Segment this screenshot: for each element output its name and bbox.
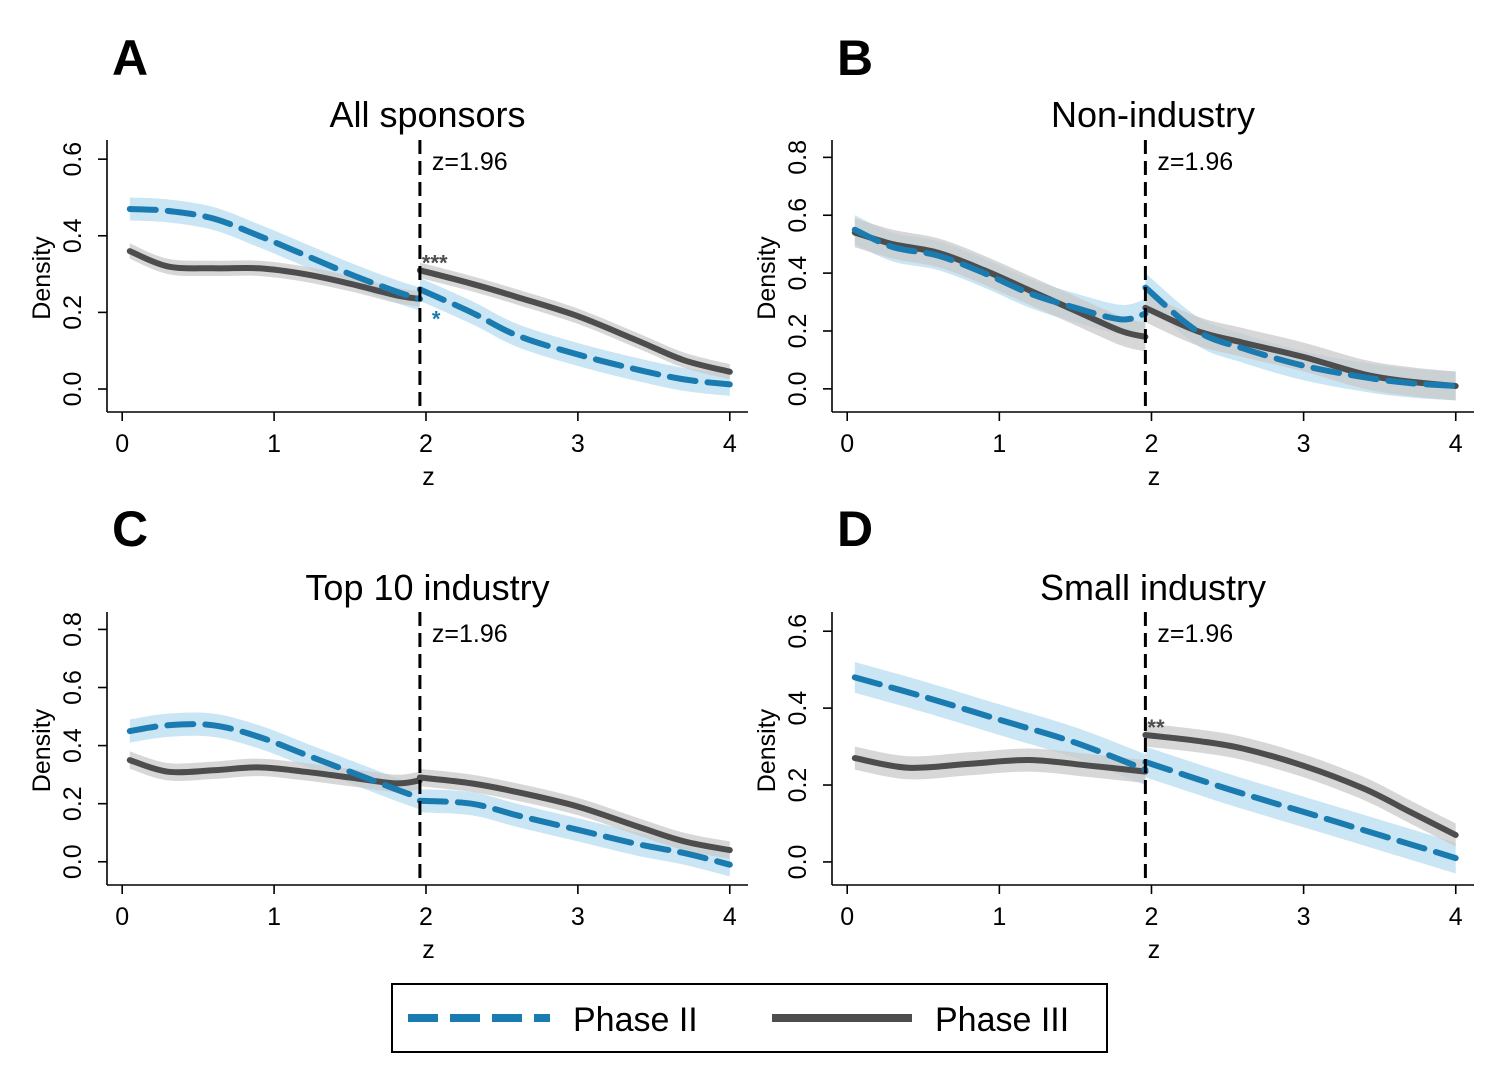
x-axis-label: z — [1148, 463, 1161, 491]
y-tick-label: 0.2 — [59, 786, 87, 821]
panel-title: Non-industry — [1051, 94, 1255, 135]
x-axis-label: z — [1148, 936, 1161, 964]
x-tick-label: 0 — [840, 430, 854, 458]
x-axis-label: z — [422, 936, 435, 964]
x-tick-label: 2 — [419, 430, 433, 458]
x-tick-label: 3 — [1297, 430, 1311, 458]
phase3-band-right — [1145, 293, 1456, 401]
phase2-line-right — [1142, 284, 1459, 389]
y-tick-label: 0.8 — [784, 140, 812, 175]
phase3-band-right — [419, 768, 730, 859]
cutoff-label: z=1.96 — [432, 148, 508, 176]
y-axis-label: Density — [753, 236, 781, 320]
y-tick-label: 0.2 — [59, 295, 87, 330]
phase2-line-right — [416, 797, 733, 868]
significance-stars: ** — [1147, 715, 1165, 740]
x-tick-label: 0 — [115, 430, 129, 458]
panel-title: Small industry — [1040, 567, 1266, 608]
panel-title: All sponsors — [329, 94, 525, 135]
panel-letter: D — [837, 501, 873, 557]
y-tick-label: 0.4 — [59, 728, 87, 763]
x-tick-label: 4 — [1449, 430, 1463, 458]
phase3-line-left — [126, 248, 423, 302]
x-tick-label: 0 — [840, 903, 854, 931]
x-tick-label: 3 — [571, 903, 585, 931]
y-tick-label: 0.6 — [59, 670, 87, 705]
x-tick-label: 1 — [267, 430, 281, 458]
y-tick-label: 0.4 — [59, 218, 87, 253]
phase2-line-left — [126, 721, 423, 801]
y-tick-label: 0.6 — [784, 198, 812, 233]
panel-letter: B — [837, 30, 873, 86]
y-axis-label: Density — [753, 708, 781, 792]
panel-b: B Non-industry 0 1 2 3 4 0.0 0.2 0.4 0.6 0.8 z Densit… — [753, 30, 1474, 491]
x-axis-label: z — [422, 463, 435, 491]
x-tick-label: 2 — [419, 903, 433, 931]
y-tick-label: 0.6 — [784, 614, 812, 649]
y-tick-label: 0.2 — [784, 314, 812, 349]
panel-a: A All sponsors 0 1 2 3 4 0.0 0.2 0.4 0.6 z Density z=… — [28, 30, 748, 491]
significance-stars: * — [432, 306, 441, 331]
phase2-band-right — [419, 277, 730, 396]
panel-letter: C — [112, 501, 148, 557]
y-tick-label: 0.4 — [784, 256, 812, 291]
legend-phase3-label: Phase III — [935, 1001, 1069, 1039]
x-tick-label: 4 — [723, 430, 737, 458]
phase3-band-left — [129, 243, 420, 307]
phase3-band-left — [854, 218, 1146, 352]
significance-stars: *** — [422, 250, 448, 275]
phase3-band-left — [129, 751, 420, 793]
cutoff-label: z=1.96 — [1157, 620, 1233, 648]
phase3-band-right — [1145, 723, 1456, 847]
legend-phase2-label: Phase II — [573, 1001, 698, 1039]
y-tick-label: 0.2 — [784, 768, 812, 803]
panel-d: D Small industry 0 1 2 3 4 0.0 0.2 0.4 0.6 z Density… — [753, 501, 1474, 964]
panel-title: Top 10 industry — [305, 567, 549, 608]
cutoff-label: z=1.96 — [1157, 148, 1233, 176]
legend: Phase II Phase III — [391, 983, 1108, 1053]
phase2-line-left — [126, 206, 423, 302]
panel-letter: A — [112, 30, 148, 86]
x-tick-label: 2 — [1145, 903, 1159, 931]
x-tick-label: 1 — [992, 903, 1006, 931]
y-tick-label: 0.0 — [784, 371, 812, 406]
phase2-line-left — [851, 674, 1149, 773]
y-tick-label: 0.0 — [784, 845, 812, 880]
phase2-line-right — [416, 286, 733, 388]
x-tick-label: 1 — [267, 903, 281, 931]
phase2-line-left — [851, 226, 1149, 323]
x-tick-label: 3 — [1297, 903, 1311, 931]
y-tick-label: 0.8 — [59, 612, 87, 647]
phase3-line-left — [851, 755, 1149, 775]
x-tick-label: 4 — [1449, 903, 1463, 931]
cutoff-label: z=1.96 — [432, 620, 508, 648]
y-tick-label: 0.0 — [59, 844, 87, 879]
phase3-band-left — [854, 746, 1146, 784]
y-tick-label: 0.4 — [784, 691, 812, 726]
x-tick-label: 1 — [992, 430, 1006, 458]
y-axis-label: Density — [28, 236, 56, 320]
y-tick-label: 0.0 — [59, 372, 87, 407]
panel-c: C Top 10 industry 0 1 2 3 4 0.0 0.2 0.4 0.6 0.8 z Den… — [28, 501, 748, 964]
y-tick-label: 0.6 — [59, 142, 87, 177]
x-tick-label: 3 — [571, 430, 585, 458]
x-tick-label: 0 — [115, 903, 129, 931]
y-axis-label: Density — [28, 708, 56, 792]
phase2-line-right — [1142, 759, 1459, 862]
phase3-line-right — [416, 774, 733, 854]
phase3-line-left — [126, 757, 423, 787]
x-tick-label: 2 — [1145, 430, 1159, 458]
phase2-band-left — [129, 712, 420, 810]
phase3-line-right — [1142, 732, 1459, 838]
phase3-line-right — [416, 267, 733, 375]
x-tick-label: 4 — [723, 903, 737, 931]
